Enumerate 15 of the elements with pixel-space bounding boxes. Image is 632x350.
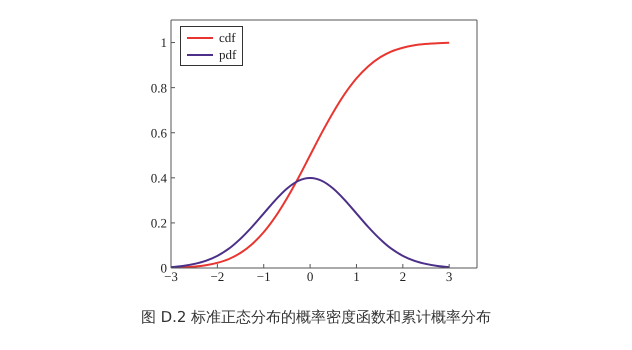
legend-label: pdf (219, 46, 236, 63)
x-tick-label: −1 (256, 269, 271, 284)
x-tick-label: 1 (353, 269, 360, 284)
y-tick-label: 0.2 (150, 216, 167, 231)
y-tick-label: 0.6 (150, 125, 168, 140)
y-tick-label: 1 (160, 35, 167, 50)
legend-label: cdf (219, 29, 236, 46)
x-tick-label: 0 (306, 269, 314, 284)
line-series (171, 177, 450, 268)
x-tick-label: −2 (210, 269, 224, 284)
text: 图 D.2 标准正态分布的概率密度函数和累计概率分布 (140, 308, 492, 327)
y-tick-label: 0.4 (150, 170, 168, 186)
x-tick-label: 3 (446, 269, 452, 284)
x-tick-label: 2 (400, 269, 406, 284)
y-tick-label: 0.8 (150, 80, 167, 96)
